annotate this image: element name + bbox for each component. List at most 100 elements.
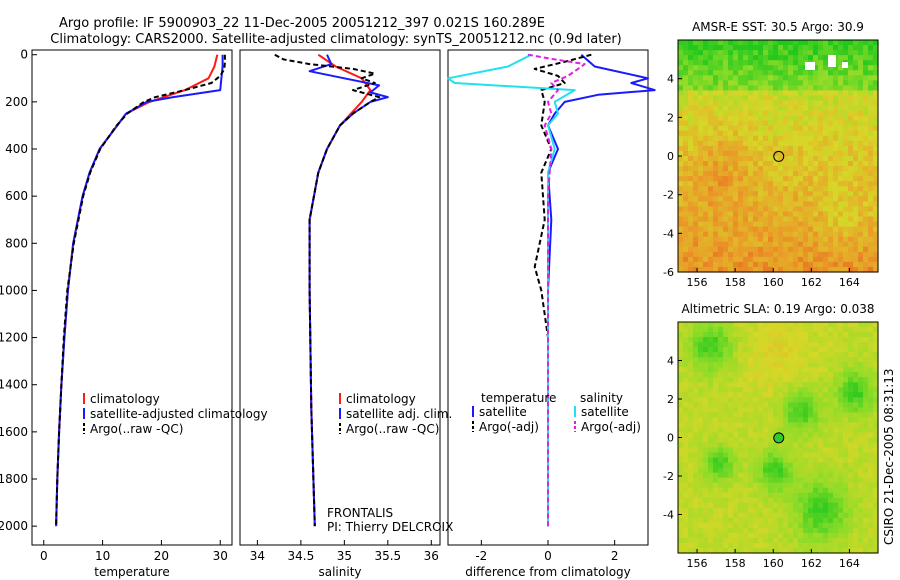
sla_map-cell bbox=[748, 422, 754, 429]
sla_map-cell bbox=[718, 447, 724, 454]
sst_map-cell bbox=[828, 206, 834, 213]
sla_map-cell bbox=[808, 457, 814, 464]
sla_map-cell bbox=[753, 502, 759, 509]
sst_map-cell bbox=[828, 140, 834, 147]
sla_map-cell bbox=[718, 342, 724, 348]
sla_map-cell bbox=[853, 537, 859, 544]
sst_map-cell bbox=[798, 100, 804, 107]
sla_map-cell bbox=[688, 367, 694, 373]
sst_map-cell bbox=[693, 166, 699, 172]
sla_map-cell bbox=[828, 532, 834, 539]
sst_map-ytick-label: 2 bbox=[667, 111, 674, 124]
sla_map-cell bbox=[853, 457, 859, 464]
sla_map-cell bbox=[828, 382, 834, 388]
sst_map-cell bbox=[803, 120, 809, 127]
sst_map-cell bbox=[688, 60, 694, 66]
sst_map-cell bbox=[763, 75, 769, 81]
sst_map-cell bbox=[818, 45, 824, 51]
sla_map-cell bbox=[758, 487, 764, 494]
sla_map-cell bbox=[818, 502, 824, 509]
sst_map-cell bbox=[828, 75, 834, 81]
sst_map-cell bbox=[863, 75, 869, 81]
sst_map-cell bbox=[818, 176, 824, 182]
sst_map-cell bbox=[823, 216, 829, 223]
sst_map-cell bbox=[863, 95, 869, 102]
sst_map-cell bbox=[723, 120, 729, 127]
sla_map-cell bbox=[813, 397, 819, 403]
sla_map-cell bbox=[788, 382, 794, 388]
sla_map-cell bbox=[728, 432, 734, 439]
sst_map-cell bbox=[678, 251, 684, 258]
sla_map-cell bbox=[698, 482, 704, 489]
sst_map-cell bbox=[853, 161, 859, 167]
sla_map-cell bbox=[703, 542, 709, 549]
sst_map-cell bbox=[738, 191, 744, 197]
sst_map-cell bbox=[853, 251, 859, 258]
sst_map-cell bbox=[693, 130, 699, 137]
sla_map-cell bbox=[728, 547, 734, 554]
sla_map-cell bbox=[703, 447, 709, 454]
sla_map-cell bbox=[713, 537, 719, 544]
sst_map-cell bbox=[833, 85, 839, 92]
sla_map-cell bbox=[683, 522, 689, 529]
sst_map-cell bbox=[683, 216, 689, 223]
sla_map-cell bbox=[678, 522, 684, 529]
sla_map-cell bbox=[718, 497, 724, 504]
sla_map-cell bbox=[858, 502, 864, 509]
sst_map-cell bbox=[683, 115, 689, 122]
sla_map-cell bbox=[713, 352, 719, 358]
sst_map-cell bbox=[813, 75, 819, 81]
sst_map-cell bbox=[823, 231, 829, 238]
sst_map-cell bbox=[868, 135, 874, 142]
sla_map-cell bbox=[678, 372, 684, 378]
sst_map-cell bbox=[708, 251, 714, 258]
sla_map-cell bbox=[773, 492, 779, 499]
sst_map-cell bbox=[853, 90, 859, 97]
sla_map-cell bbox=[678, 387, 684, 393]
sla_map-cell bbox=[808, 432, 814, 439]
sla_map-cell bbox=[798, 547, 804, 554]
sla_map-cell bbox=[868, 522, 874, 529]
sla_map-cell bbox=[683, 387, 689, 393]
sla_map-cell bbox=[743, 467, 749, 474]
sla_map-cell bbox=[728, 377, 734, 383]
sla_map-cell bbox=[698, 362, 704, 368]
sla_map-cell bbox=[788, 422, 794, 429]
sla_map-cell bbox=[843, 377, 849, 383]
sst_map-cell bbox=[733, 201, 739, 208]
sst_map-cell bbox=[838, 60, 844, 66]
sst_map-cell bbox=[813, 145, 819, 152]
sst_map-cell bbox=[738, 241, 744, 248]
sst_map-cell bbox=[718, 246, 724, 253]
sst_map-cell bbox=[718, 55, 724, 61]
sst_map-cell bbox=[843, 231, 849, 238]
sst_map-cell bbox=[863, 140, 869, 147]
sla_map-cell bbox=[748, 467, 754, 474]
sla_map-cell bbox=[798, 462, 804, 469]
sla_map-cell bbox=[868, 507, 874, 514]
sst_map-cell bbox=[873, 115, 879, 122]
sla_map-cell bbox=[723, 417, 729, 424]
sla_map-cell bbox=[838, 497, 844, 504]
sst_map-cell bbox=[818, 115, 824, 122]
sst_map-cell bbox=[723, 150, 729, 157]
sst_map-cell bbox=[688, 246, 694, 253]
sla_map-cell bbox=[753, 397, 759, 403]
sla_map-cell bbox=[828, 327, 834, 333]
sla_map-cell bbox=[723, 392, 729, 398]
sla_map-cell bbox=[728, 407, 734, 413]
sst_map-cell bbox=[693, 40, 699, 46]
sst_map-cell bbox=[688, 236, 694, 243]
sst_map-cell bbox=[728, 181, 734, 187]
sla_map-cell bbox=[683, 417, 689, 424]
sst_map-cell bbox=[778, 186, 784, 192]
sla_map-cell bbox=[778, 357, 784, 363]
sla_map-cell bbox=[823, 347, 829, 353]
sla_map-xtick-label: 162 bbox=[801, 557, 822, 570]
sst_map-cell bbox=[738, 60, 744, 66]
sla_map-cell bbox=[848, 322, 854, 328]
sst_map-cell bbox=[793, 135, 799, 142]
sla_map-cell bbox=[778, 492, 784, 499]
sst_map-cell bbox=[773, 171, 779, 177]
sst_map-cell bbox=[748, 65, 754, 71]
